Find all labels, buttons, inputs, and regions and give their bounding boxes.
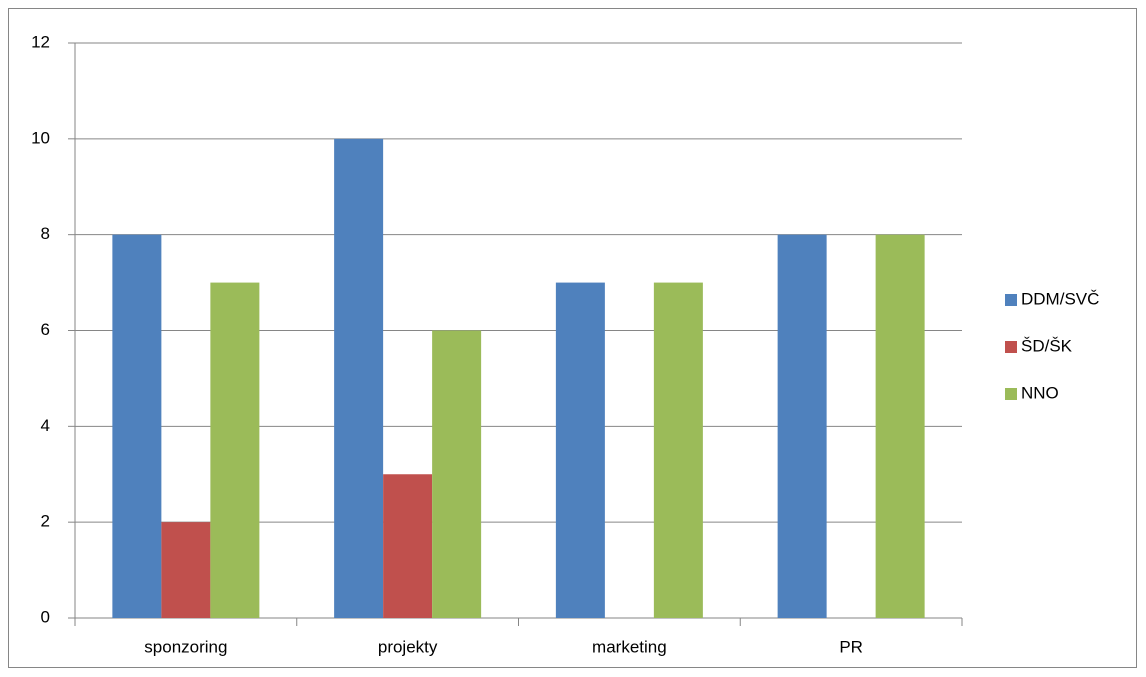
legend-label: ŠD/ŠK — [1021, 336, 1073, 355]
x-tick-label: projekty — [378, 637, 438, 656]
legend-label: DDM/SVČ — [1021, 289, 1099, 308]
y-tick-label: 2 — [41, 512, 50, 531]
bar — [432, 330, 482, 618]
y-tick-label: 6 — [41, 320, 50, 339]
bar — [555, 282, 605, 618]
legend-swatch — [1005, 388, 1017, 400]
legend-swatch — [1005, 294, 1017, 306]
x-tick-label: marketing — [592, 637, 667, 656]
y-tick-label: 12 — [31, 32, 50, 51]
bar — [383, 474, 433, 618]
bar — [112, 234, 162, 618]
y-tick-label: 4 — [41, 416, 50, 435]
x-tick-label: PR — [839, 637, 863, 656]
bar — [777, 234, 827, 618]
bar — [875, 234, 925, 618]
bar — [653, 282, 703, 618]
y-tick-label: 10 — [31, 128, 50, 147]
bar — [334, 138, 384, 619]
x-tick-label: sponzoring — [144, 637, 227, 656]
y-tick-label: 8 — [41, 224, 50, 243]
chart-border — [8, 8, 1137, 668]
legend-swatch — [1005, 341, 1017, 353]
legend-label: NNO — [1021, 383, 1059, 402]
bar — [161, 522, 211, 618]
bar — [210, 282, 260, 618]
y-tick-label: 0 — [41, 607, 50, 626]
